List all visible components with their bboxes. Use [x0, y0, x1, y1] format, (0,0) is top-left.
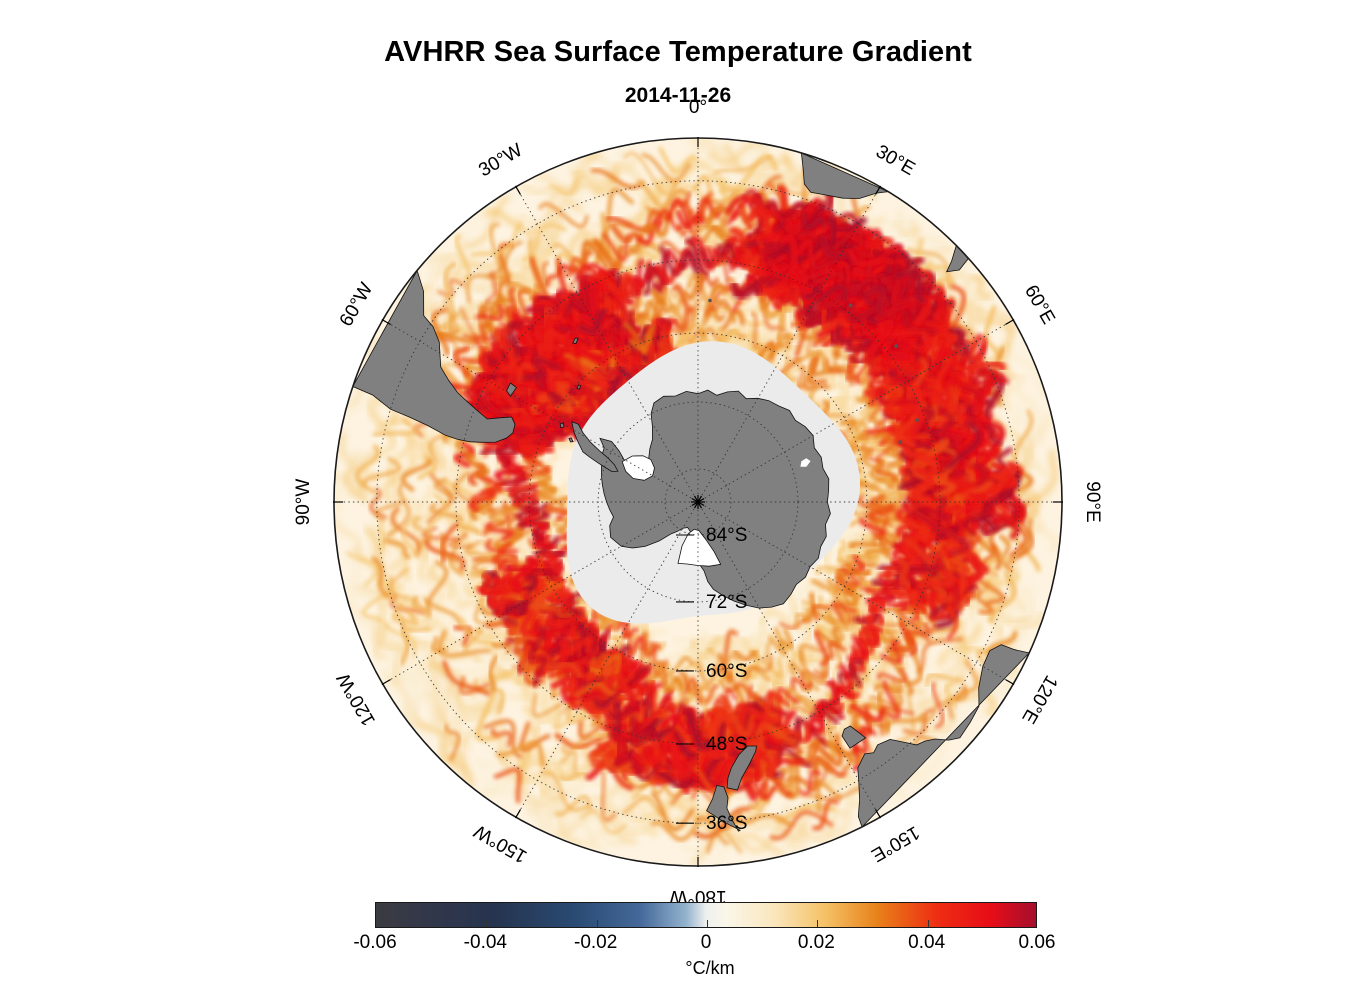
colorbar-tick-label: 0.04	[908, 932, 946, 953]
lon-label-90E: 90°E	[1082, 481, 1103, 523]
lon-label-90W: 90°W	[293, 478, 314, 526]
lat-label-48: 48°S	[706, 734, 747, 755]
lon-label-0: 0°	[688, 97, 708, 118]
colorbar-track[interactable]	[375, 902, 1037, 928]
polar-map[interactable]: 84°S 72°S 60°S 48°S 36°S 0° 30°E 60°E 90°E 120°E…	[293, 97, 1103, 907]
colorbar-tick-label: -0.02	[574, 932, 618, 953]
colorbar-tick-label: -0.04	[463, 932, 507, 953]
lat-label-84: 84°S	[706, 525, 747, 546]
colorbar-tick	[707, 920, 708, 927]
colorbar-tick	[927, 920, 929, 927]
colorbar-tick	[486, 920, 488, 927]
colorbar-tick-label: 0.06	[1018, 932, 1056, 953]
colorbar-tick-label: -0.06	[353, 932, 397, 953]
map-svg: 84°S 72°S 60°S 48°S 36°S	[333, 137, 1063, 867]
colorbar-tick	[817, 920, 819, 927]
lat-label-60: 60°S	[706, 661, 747, 682]
lat-label-72: 72°S	[706, 592, 747, 613]
colorbar-tick-label: 0.02	[797, 932, 835, 953]
colorbar-tick	[596, 920, 598, 927]
colorbar[interactable]: -0.06 -0.04 -0.02 0 0.02 0.04 0.06 °C/km	[330, 896, 1090, 986]
lat-label-36: 36°S	[706, 813, 747, 834]
colorbar-unit-label: °C/km	[685, 958, 735, 978]
colorbar-tick-label: 0	[700, 932, 712, 953]
page-title: AVHRR Sea Surface Temperature Gradient	[384, 36, 972, 68]
page-subtitle: 2014-11-26	[624, 84, 732, 107]
colorbar-gradient	[376, 903, 1036, 927]
